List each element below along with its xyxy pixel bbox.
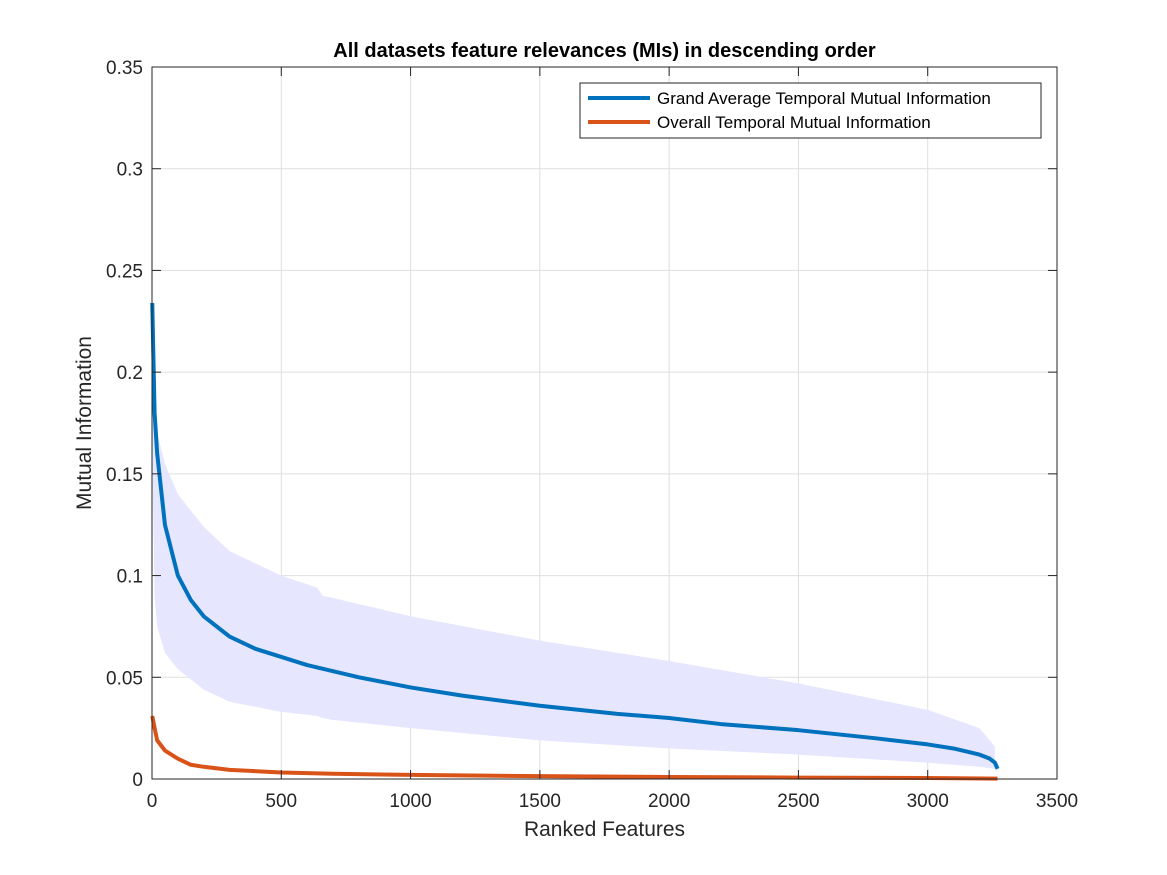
x-tick-label: 1000 [389,791,431,812]
x-tick-label: 3000 [907,791,949,812]
x-axis-title: Ranked Features [524,818,685,841]
y-tick-label: 0.35 [106,58,143,79]
y-axis-title: Mutual Information [73,336,96,510]
y-tick-label: 0.1 [117,567,143,588]
y-tick-label: 0.15 [106,465,143,486]
y-tick-label: 0.05 [106,668,143,689]
series-line-grand-average [150,302,1000,770]
y-tick-label: 0.2 [117,363,143,384]
axes-box [151,66,1058,780]
x-tick-label: 1500 [519,791,561,812]
x-tick-label: 2000 [648,791,690,812]
legend: Grand Average Temporal Mutual Informatio… [579,82,1042,139]
series-lines [150,302,1000,781]
x-tick-label: 0 [147,791,158,812]
x-tick-label: 3500 [1036,791,1078,812]
legend-box [579,82,1042,139]
variability-band [152,392,995,769]
x-tick-label: 2500 [777,791,819,812]
series-line-overall [150,715,998,781]
legend-label-overall: Overall Temporal Mutual Information [657,113,931,132]
axis-ticks: 0 500 1000 1500 2000 2500 3000 3500 0 0.05 0.1 0.15… [106,58,1078,812]
y-tick-label: 0 [132,770,143,791]
legend-label-grand-average: Grand Average Temporal Mutual Informatio… [657,89,991,108]
x-tick-label: 500 [265,791,297,812]
y-tick-label: 0.3 [117,160,143,181]
y-tick-label: 0.25 [106,261,143,282]
band-area [152,392,995,769]
chart-title: All datasets feature relevances (MIs) in… [333,40,876,62]
